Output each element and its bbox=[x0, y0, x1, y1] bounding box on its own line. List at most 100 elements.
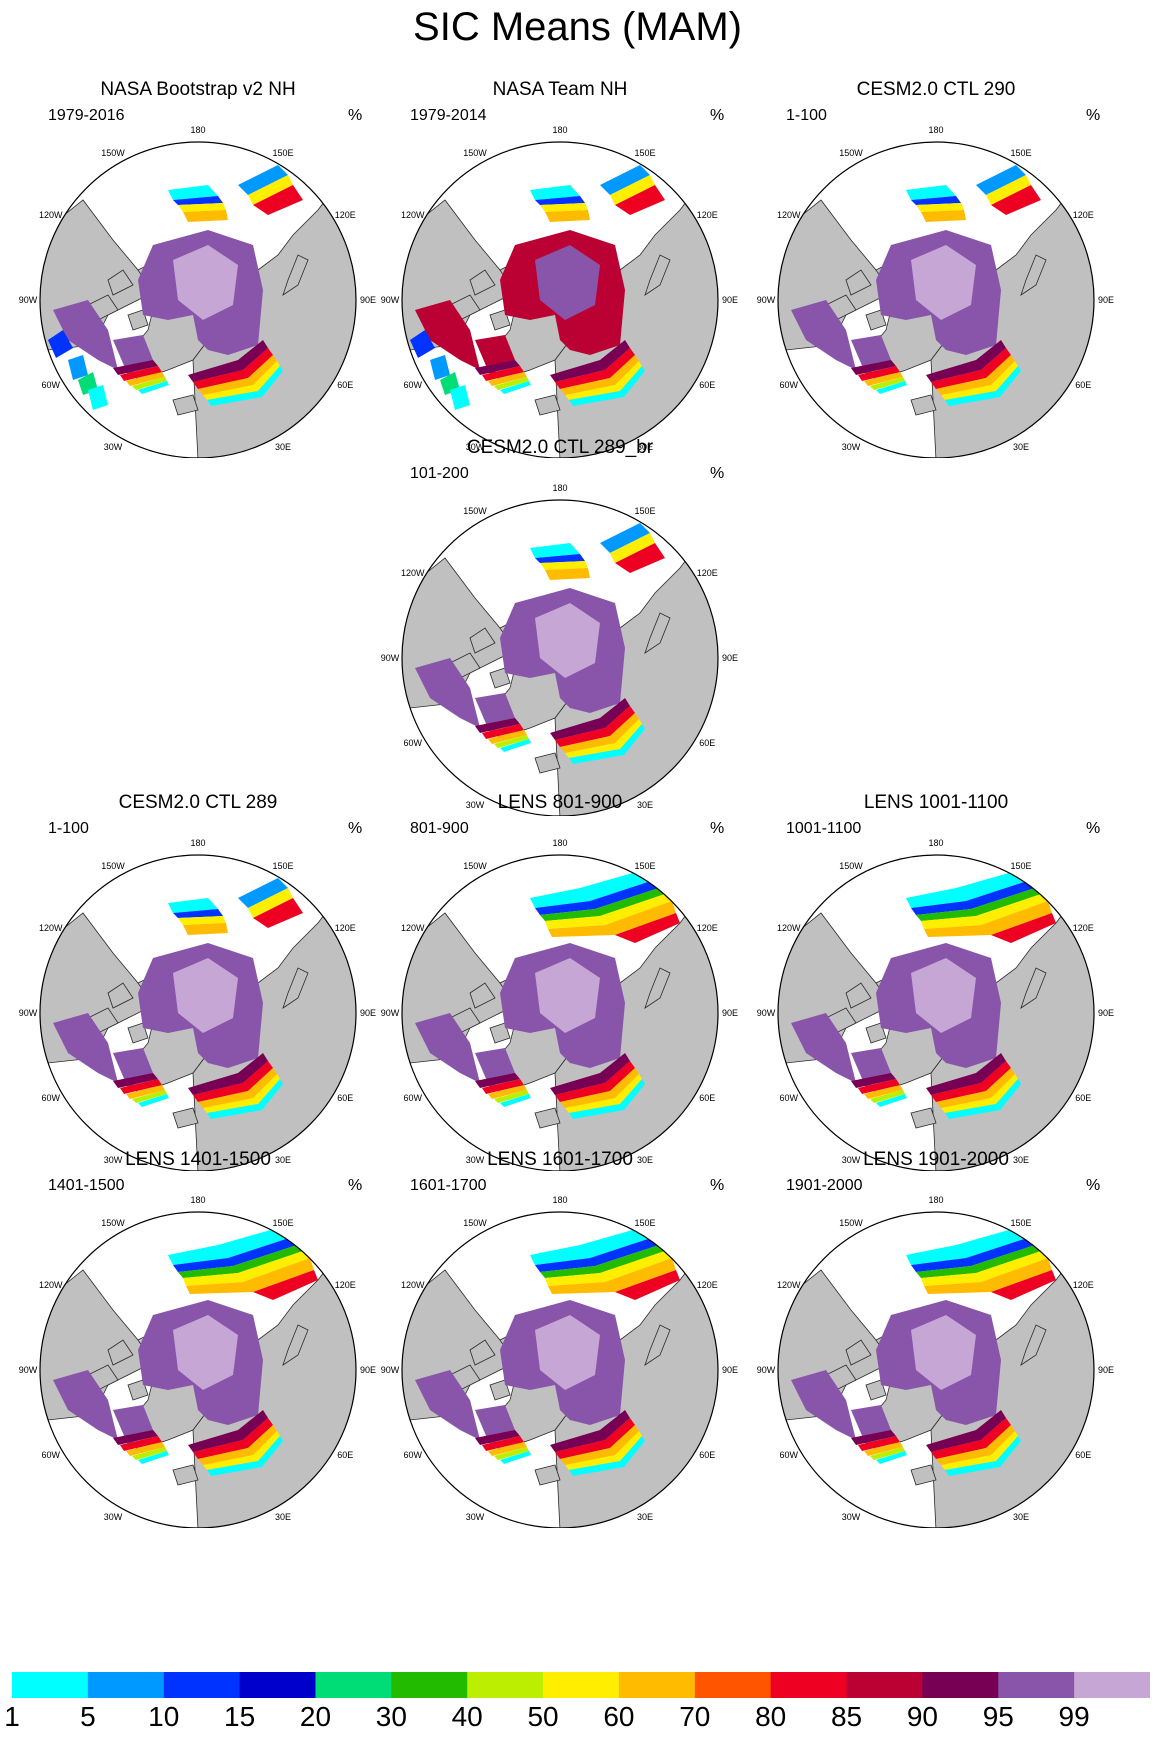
sea-ice-band bbox=[540, 203, 588, 212]
sea-ice-band bbox=[926, 1053, 1006, 1095]
longitude-label: 90W bbox=[757, 295, 776, 305]
panel-unit-label: % bbox=[348, 1177, 363, 1194]
longitude-label: 30E bbox=[275, 1512, 291, 1522]
sea-ice-band bbox=[132, 377, 167, 390]
land-mass bbox=[644, 1324, 671, 1366]
colorbar-label: 95 bbox=[982, 1701, 1014, 1732]
sea-ice-band bbox=[488, 1085, 527, 1099]
sea-ice-band bbox=[858, 366, 900, 381]
sea-ice-band bbox=[238, 878, 288, 908]
longitude-label: 30W bbox=[842, 1155, 861, 1165]
panel-title: LENS 1901-2000 bbox=[863, 1149, 1009, 1170]
colorbar-swatch bbox=[391, 1672, 468, 1698]
colorbar-swatch bbox=[315, 1672, 392, 1698]
longitude-label: 60W bbox=[42, 380, 61, 390]
sea-ice-band bbox=[113, 1073, 158, 1088]
sea-ice-band bbox=[870, 377, 905, 390]
longitude-label: 60W bbox=[42, 1450, 61, 1460]
sea-ice-band bbox=[178, 203, 226, 212]
sea-ice-band bbox=[876, 381, 907, 394]
panel-unit-label: % bbox=[710, 820, 725, 837]
map-boundary bbox=[401, 854, 719, 1171]
longitude-label: 120W bbox=[401, 210, 425, 220]
colorbar-swatch bbox=[543, 1672, 620, 1698]
figure-title: SIC Means (MAM) bbox=[413, 5, 742, 49]
panel-unit-label: % bbox=[710, 107, 725, 124]
sea-ice-band bbox=[540, 1243, 668, 1278]
longitude-label: 30E bbox=[1013, 442, 1029, 452]
map-panel: 180150E120E90E60E30E030W60W90W120W150WNA… bbox=[380, 78, 740, 458]
polar-map: 180150E120E90E60E30E030W60W90W120W150W bbox=[381, 483, 738, 816]
longitude-label: 150W bbox=[839, 148, 863, 158]
longitude-label: 60W bbox=[780, 1093, 799, 1103]
longitude-label: 90E bbox=[722, 653, 738, 663]
land-mass bbox=[282, 1324, 309, 1366]
colorbar-label: 20 bbox=[299, 1701, 332, 1732]
sea-ice-band bbox=[494, 1090, 529, 1103]
map-boundary bbox=[401, 499, 719, 816]
sea-ice-band bbox=[569, 1079, 645, 1119]
colorbar-swatch bbox=[87, 1672, 165, 1698]
sea-ice-band bbox=[482, 366, 524, 381]
longitude-label: 120E bbox=[1073, 1280, 1094, 1290]
sea-ice-band bbox=[198, 355, 277, 395]
sea-ice-band bbox=[168, 898, 218, 913]
longitude-label: 150E bbox=[272, 1218, 293, 1228]
longitude-label: 90W bbox=[757, 1365, 776, 1375]
longitude-label: 30E bbox=[637, 800, 653, 810]
longitude-label: 90E bbox=[1098, 1365, 1114, 1375]
sea-ice-band bbox=[906, 1225, 1036, 1265]
sea-ice-band bbox=[615, 543, 665, 573]
longitude-label: 120E bbox=[1073, 923, 1094, 933]
panel-title: LENS 801-900 bbox=[497, 792, 623, 813]
sea-ice-band bbox=[560, 1425, 639, 1465]
sea-ice-band bbox=[120, 1436, 162, 1451]
sea-ice-band bbox=[113, 360, 158, 375]
colorbar-swatch bbox=[922, 1672, 999, 1698]
panel-period-label: 1979-2014 bbox=[410, 107, 487, 124]
polar-map: 180150E120E90E60E30E030W60W90W120W150W bbox=[381, 1195, 738, 1528]
sea-ice-band bbox=[168, 185, 218, 200]
land-mass bbox=[534, 752, 561, 774]
sea-ice-band bbox=[494, 377, 529, 390]
sea-ice-band bbox=[610, 175, 655, 205]
sea-ice-band bbox=[569, 366, 645, 406]
sea-ice-band bbox=[207, 1079, 283, 1119]
sea-ice-band bbox=[500, 1451, 531, 1464]
sea-ice-band bbox=[203, 1431, 280, 1470]
sea-ice-band bbox=[555, 348, 635, 389]
sea-ice-band bbox=[475, 718, 520, 733]
sea-ice-band bbox=[530, 185, 580, 200]
land-mass bbox=[1020, 254, 1047, 296]
longitude-label: 120W bbox=[401, 568, 425, 578]
longitude-label: 60W bbox=[404, 738, 423, 748]
sea-ice-band bbox=[911, 878, 1041, 915]
land-mass bbox=[534, 394, 561, 416]
longitude-label: 150E bbox=[1010, 1218, 1031, 1228]
sea-ice-band bbox=[936, 1068, 1015, 1108]
longitude-label: 60E bbox=[1075, 1450, 1091, 1460]
longitude-label: 150E bbox=[634, 861, 655, 871]
sea-ice-band bbox=[494, 1447, 529, 1460]
sea-ice-band bbox=[911, 1315, 976, 1390]
panel-unit-label: % bbox=[1086, 820, 1101, 837]
longitude-label: 60E bbox=[699, 1093, 715, 1103]
longitude-label: 150E bbox=[634, 148, 655, 158]
sea-ice-band bbox=[198, 1068, 277, 1108]
colorbar-label: 70 bbox=[679, 1701, 711, 1732]
sea-ice-band bbox=[615, 1270, 680, 1300]
map-boundary bbox=[777, 1211, 1095, 1528]
land-mass bbox=[469, 982, 496, 1009]
sea-ice-band bbox=[207, 366, 283, 406]
sea-ice-band bbox=[555, 706, 635, 747]
sea-ice-band bbox=[565, 1431, 642, 1470]
sea-ice-band bbox=[475, 360, 520, 375]
longitude-label: 60E bbox=[1075, 380, 1091, 390]
sea-ice-band bbox=[615, 185, 665, 215]
colorbar-label: 85 bbox=[830, 1701, 863, 1732]
longitude-label: 180 bbox=[928, 838, 943, 848]
panel-title: LENS 1601-1700 bbox=[487, 1149, 633, 1170]
land-mass bbox=[644, 612, 671, 654]
colorbar-label: 40 bbox=[451, 1701, 483, 1732]
sea-ice-band bbox=[193, 1061, 273, 1102]
